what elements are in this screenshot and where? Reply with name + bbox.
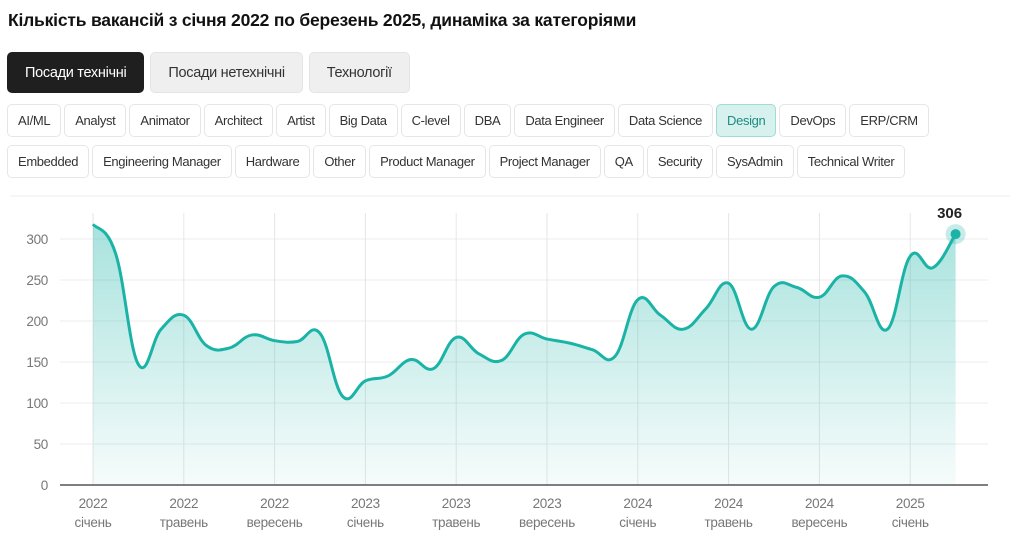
category-chip[interactable]: Big Data bbox=[328, 104, 398, 137]
data-point bbox=[813, 291, 825, 303]
data-point bbox=[791, 281, 803, 293]
category-chip[interactable]: Embedded bbox=[7, 145, 90, 178]
data-point bbox=[904, 250, 916, 262]
category-chip[interactable]: Design bbox=[716, 104, 777, 137]
data-point bbox=[337, 390, 349, 402]
category-chip[interactable]: Technical Writer bbox=[796, 145, 906, 178]
y-tick-label: 50 bbox=[34, 437, 48, 452]
category-chip[interactable]: C-level bbox=[400, 104, 461, 137]
last-point bbox=[950, 229, 961, 240]
data-point bbox=[291, 336, 303, 348]
category-chip[interactable]: Artist bbox=[276, 104, 326, 137]
category-chip[interactable]: Analyst bbox=[64, 104, 127, 137]
data-point bbox=[382, 370, 394, 382]
x-tick-month: січень bbox=[347, 515, 384, 530]
data-point bbox=[496, 354, 508, 366]
x-tick-year: 2022 bbox=[169, 496, 198, 511]
y-tick-label: 100 bbox=[26, 396, 48, 411]
x-tick-year: 2022 bbox=[79, 496, 108, 511]
x-tick-month: вересень bbox=[519, 515, 575, 530]
category-chip[interactable]: QA bbox=[603, 145, 644, 178]
data-point bbox=[450, 331, 462, 343]
y-tick-label: 150 bbox=[26, 355, 48, 370]
category-chip[interactable]: Hardware bbox=[234, 145, 311, 178]
data-point bbox=[541, 333, 553, 345]
category-chip[interactable]: SysAdmin bbox=[715, 145, 794, 178]
category-chip[interactable]: Data Science bbox=[617, 104, 714, 137]
data-point bbox=[178, 309, 190, 321]
x-tick-month: січень bbox=[892, 515, 929, 530]
tab-1[interactable]: Посади нетехнічні bbox=[150, 52, 303, 93]
x-tick-year: 2024 bbox=[623, 496, 653, 511]
data-point bbox=[314, 327, 326, 339]
x-tick-month: травень bbox=[705, 515, 753, 530]
area-fill bbox=[93, 224, 956, 486]
x-tick-month: січень bbox=[619, 515, 656, 530]
data-point bbox=[405, 354, 417, 366]
data-point bbox=[223, 342, 235, 354]
category-chip[interactable]: DBA bbox=[463, 104, 512, 137]
data-point bbox=[632, 294, 644, 306]
category-chip[interactable]: Architect bbox=[203, 104, 274, 137]
x-tick-year: 2024 bbox=[714, 496, 744, 511]
category-chip[interactable]: Data Engineer bbox=[514, 104, 615, 137]
category-chip[interactable]: Animator bbox=[129, 104, 201, 137]
data-point bbox=[609, 350, 621, 362]
x-tick-year: 2022 bbox=[260, 496, 289, 511]
category-chip[interactable]: Engineering Manager bbox=[92, 145, 232, 178]
data-point bbox=[132, 358, 144, 370]
data-point bbox=[518, 328, 530, 340]
category-chip[interactable]: Other bbox=[313, 145, 367, 178]
data-point bbox=[768, 281, 780, 293]
x-tick-year: 2023 bbox=[351, 496, 380, 511]
data-point bbox=[723, 277, 735, 289]
series-line bbox=[91, 223, 957, 401]
category-chip[interactable]: Security bbox=[646, 145, 713, 178]
tab-0[interactable]: Посади технічні bbox=[7, 52, 145, 93]
data-point bbox=[201, 340, 213, 352]
data-point bbox=[859, 286, 871, 298]
data-point bbox=[87, 218, 99, 230]
x-tick-year: 2025 bbox=[896, 496, 925, 511]
x-tick-month: січень bbox=[75, 515, 112, 530]
y-tick-label: 300 bbox=[26, 232, 48, 247]
x-tick-year: 2024 bbox=[805, 496, 835, 511]
data-point bbox=[110, 248, 122, 260]
data-point bbox=[564, 337, 576, 349]
data-point bbox=[882, 323, 894, 335]
data-point bbox=[927, 262, 939, 274]
category-chips: AI/ML Analyst Animator Architect Artist Big D… bbox=[7, 104, 947, 178]
category-chip[interactable]: DevOps bbox=[779, 104, 847, 137]
data-point bbox=[428, 363, 440, 375]
category-chip[interactable]: Project Manager bbox=[488, 145, 601, 178]
y-tick-label: 250 bbox=[26, 273, 48, 288]
data-point bbox=[655, 309, 667, 321]
tab-2[interactable]: Технології bbox=[308, 52, 410, 93]
data-point bbox=[677, 323, 689, 335]
x-tick-year: 2023 bbox=[533, 496, 562, 511]
x-tick-month: вересень bbox=[247, 515, 303, 530]
data-point bbox=[586, 344, 598, 356]
category-chip[interactable]: ERP/CRM bbox=[849, 104, 929, 137]
category-chip[interactable]: Product Manager bbox=[369, 145, 486, 178]
x-tick-month: травень bbox=[432, 515, 480, 530]
x-tick-month: травень bbox=[160, 515, 208, 530]
data-point bbox=[359, 375, 371, 387]
data-point bbox=[700, 303, 712, 315]
data-point bbox=[155, 323, 167, 335]
data-point bbox=[473, 348, 485, 360]
x-tick-month: вересень bbox=[791, 515, 847, 530]
last-value-label: 306 bbox=[937, 205, 962, 222]
data-point bbox=[269, 335, 281, 347]
data-point bbox=[745, 323, 757, 335]
y-tick-label: 0 bbox=[41, 478, 48, 493]
data-point bbox=[836, 270, 848, 282]
data-point bbox=[246, 329, 258, 341]
category-chip[interactable]: AI/ML bbox=[7, 104, 62, 137]
page-title: Кількість вакансій з січня 2022 по берез… bbox=[8, 10, 637, 30]
x-tick-year: 2023 bbox=[442, 496, 471, 511]
category-group-tabs: Посади технічні Посади нетехнічні Технолог… bbox=[7, 52, 410, 93]
y-tick-label: 200 bbox=[26, 314, 48, 329]
